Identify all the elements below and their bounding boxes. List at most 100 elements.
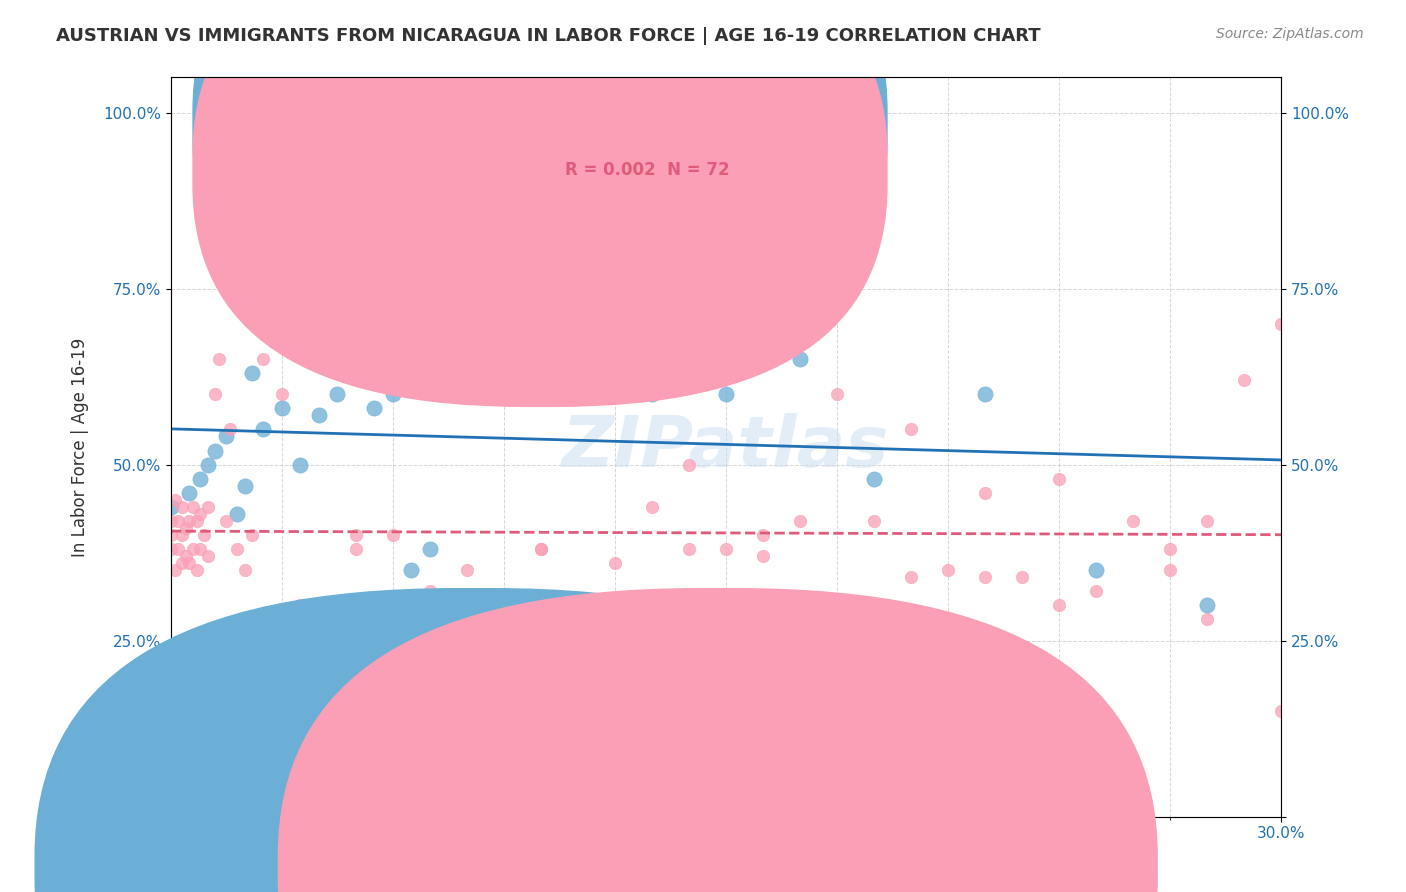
Point — [641, 387, 664, 401]
Point — [381, 528, 404, 542]
Point — [160, 542, 183, 557]
Point — [1011, 570, 1033, 584]
Point — [567, 282, 589, 296]
Point — [344, 528, 367, 542]
Point — [290, 599, 312, 613]
Point — [344, 351, 367, 366]
Point — [240, 528, 263, 542]
Point — [174, 549, 197, 563]
Y-axis label: In Labor Force | Age 16-19: In Labor Force | Age 16-19 — [72, 337, 89, 557]
Point — [190, 472, 212, 486]
Point — [1085, 563, 1108, 577]
Point — [326, 612, 349, 626]
Point — [456, 563, 478, 577]
Point — [181, 542, 204, 557]
Point — [492, 373, 515, 387]
Point — [170, 556, 193, 570]
Point — [530, 387, 553, 401]
Point — [186, 563, 208, 577]
Point — [603, 351, 626, 366]
FancyBboxPatch shape — [193, 0, 887, 362]
Point — [204, 443, 226, 458]
Point — [1122, 514, 1144, 528]
Point — [401, 563, 423, 577]
Point — [233, 563, 256, 577]
Point — [344, 542, 367, 557]
Point — [714, 542, 737, 557]
Point — [170, 500, 193, 514]
Point — [789, 351, 811, 366]
Point — [215, 429, 238, 443]
Point — [1233, 373, 1256, 387]
Point — [252, 351, 274, 366]
Point — [197, 549, 219, 563]
Point — [1159, 563, 1181, 577]
Point — [1047, 599, 1070, 613]
Point — [174, 521, 197, 535]
Text: AUSTRIAN VS IMMIGRANTS FROM NICARAGUA IN LABOR FORCE | AGE 16-19 CORRELATION CHA: AUSTRIAN VS IMMIGRANTS FROM NICARAGUA IN… — [56, 27, 1040, 45]
Point — [1047, 472, 1070, 486]
Point — [974, 387, 997, 401]
Text: R = 0.002  N = 72: R = 0.002 N = 72 — [565, 161, 730, 178]
Point — [936, 563, 959, 577]
Point — [204, 387, 226, 401]
Point — [170, 528, 193, 542]
Point — [179, 514, 201, 528]
Point — [197, 458, 219, 472]
Point — [233, 479, 256, 493]
Point — [1197, 612, 1219, 626]
Point — [752, 528, 775, 542]
Point — [641, 500, 664, 514]
Point — [1085, 584, 1108, 599]
Point — [252, 422, 274, 436]
Text: R = 0.060  N = 31: R = 0.060 N = 31 — [565, 117, 730, 135]
Point — [974, 570, 997, 584]
Point — [603, 556, 626, 570]
Point — [197, 500, 219, 514]
Point — [160, 500, 183, 514]
Point — [215, 514, 238, 528]
Point — [193, 528, 215, 542]
Point — [270, 401, 292, 416]
Point — [190, 542, 212, 557]
Point — [678, 542, 700, 557]
Text: Source: ZipAtlas.com: Source: ZipAtlas.com — [1216, 27, 1364, 41]
Point — [1270, 317, 1292, 331]
Point — [530, 542, 553, 557]
Point — [160, 514, 183, 528]
Point — [863, 514, 886, 528]
Point — [226, 507, 249, 521]
Point — [1197, 599, 1219, 613]
Point — [179, 485, 201, 500]
Point — [419, 584, 441, 599]
Point — [219, 422, 242, 436]
Point — [167, 542, 190, 557]
Point — [226, 542, 249, 557]
Point — [167, 514, 190, 528]
Point — [186, 514, 208, 528]
Point — [492, 599, 515, 613]
Point — [160, 528, 183, 542]
Point — [900, 570, 922, 584]
Point — [1197, 514, 1219, 528]
FancyBboxPatch shape — [503, 92, 770, 203]
Point — [308, 633, 330, 648]
Point — [1159, 542, 1181, 557]
Point — [179, 556, 201, 570]
Point — [308, 409, 330, 423]
Point — [163, 492, 186, 507]
Point — [714, 387, 737, 401]
Point — [456, 599, 478, 613]
Point — [789, 514, 811, 528]
Point — [678, 458, 700, 472]
Point — [752, 549, 775, 563]
FancyBboxPatch shape — [193, 0, 887, 407]
Point — [530, 542, 553, 557]
Text: Austrians: Austrians — [499, 859, 569, 874]
Point — [456, 331, 478, 345]
Point — [326, 387, 349, 401]
Point — [190, 507, 212, 521]
Point — [1270, 704, 1292, 718]
Point — [363, 401, 385, 416]
Point — [270, 387, 292, 401]
